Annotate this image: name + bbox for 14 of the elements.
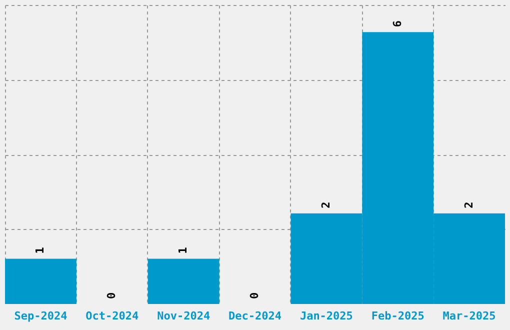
x-tick-label: Mar-2025 [442, 310, 496, 322]
x-tick-label: Dec-2024 [228, 310, 282, 322]
x-tick-label: Feb-2025 [371, 310, 424, 322]
data-label: 2 [462, 202, 476, 208]
x-tick-label: Nov-2024 [157, 310, 210, 322]
data-label: 1 [34, 246, 47, 254]
data-label: 2 [319, 202, 332, 208]
data-label: 6 [390, 20, 404, 28]
data-label: 0 [105, 292, 118, 299]
data-label: 1 [176, 246, 190, 254]
x-tick-label: Sep-2024 [14, 310, 68, 322]
data-label: 0 [248, 292, 261, 299]
x-tick-label: Oct-2024 [86, 310, 140, 322]
x-tick-label: Jan-2025 [300, 310, 353, 322]
